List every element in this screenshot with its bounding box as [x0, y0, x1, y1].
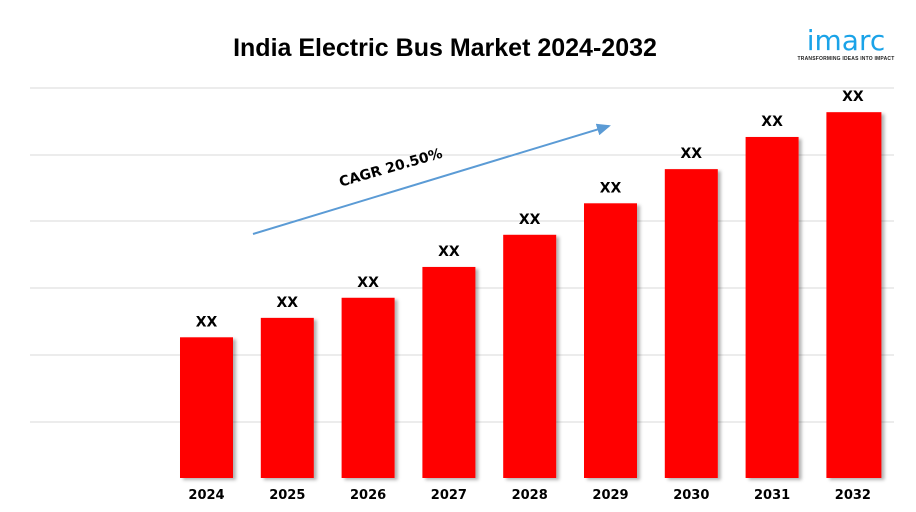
data-label-2029: XX	[600, 180, 622, 196]
x-tick-2025: 2025	[269, 488, 305, 503]
x-tick-2031: 2031	[754, 488, 790, 503]
data-label-2030: XX	[681, 146, 703, 162]
cagr-label: CAGR 20.50%	[337, 146, 444, 191]
data-label-2032: XX	[842, 89, 864, 105]
x-tick-2026: 2026	[350, 488, 386, 503]
bar-2031	[745, 136, 799, 478]
bar-2027	[422, 266, 476, 478]
data-label-2024: XX	[196, 314, 218, 330]
bar-2028	[503, 234, 557, 478]
bar-2025	[260, 317, 314, 478]
bar-2026	[341, 297, 395, 478]
logo-tagline: TRANSFORMING IDEAS INTO IMPACT	[797, 56, 895, 62]
data-label-2025: XX	[277, 295, 299, 311]
bar-2030	[664, 169, 718, 478]
logo-word: imarc	[806, 24, 886, 57]
chart-title: India Electric Bus Market 2024-2032	[233, 34, 657, 62]
bar-2032	[826, 112, 882, 479]
bar-2024	[180, 337, 233, 478]
bar-2029	[584, 203, 637, 479]
data-label-2026: XX	[357, 275, 379, 291]
data-label-2028: XX	[519, 212, 541, 228]
cagr-arrow	[252, 123, 611, 235]
data-label-2027: XX	[438, 244, 460, 260]
imarc-logo: imarc TRANSFORMING IDEAS INTO IMPACT	[796, 24, 896, 63]
x-tick-2024: 2024	[188, 488, 224, 503]
x-tick-2028: 2028	[512, 488, 548, 503]
x-tick-2030: 2030	[673, 488, 709, 503]
data-label-2031: XX	[761, 114, 783, 130]
x-tick-2032: 2032	[835, 488, 871, 503]
x-tick-2027: 2027	[431, 488, 467, 503]
x-tick-2029: 2029	[592, 488, 628, 503]
